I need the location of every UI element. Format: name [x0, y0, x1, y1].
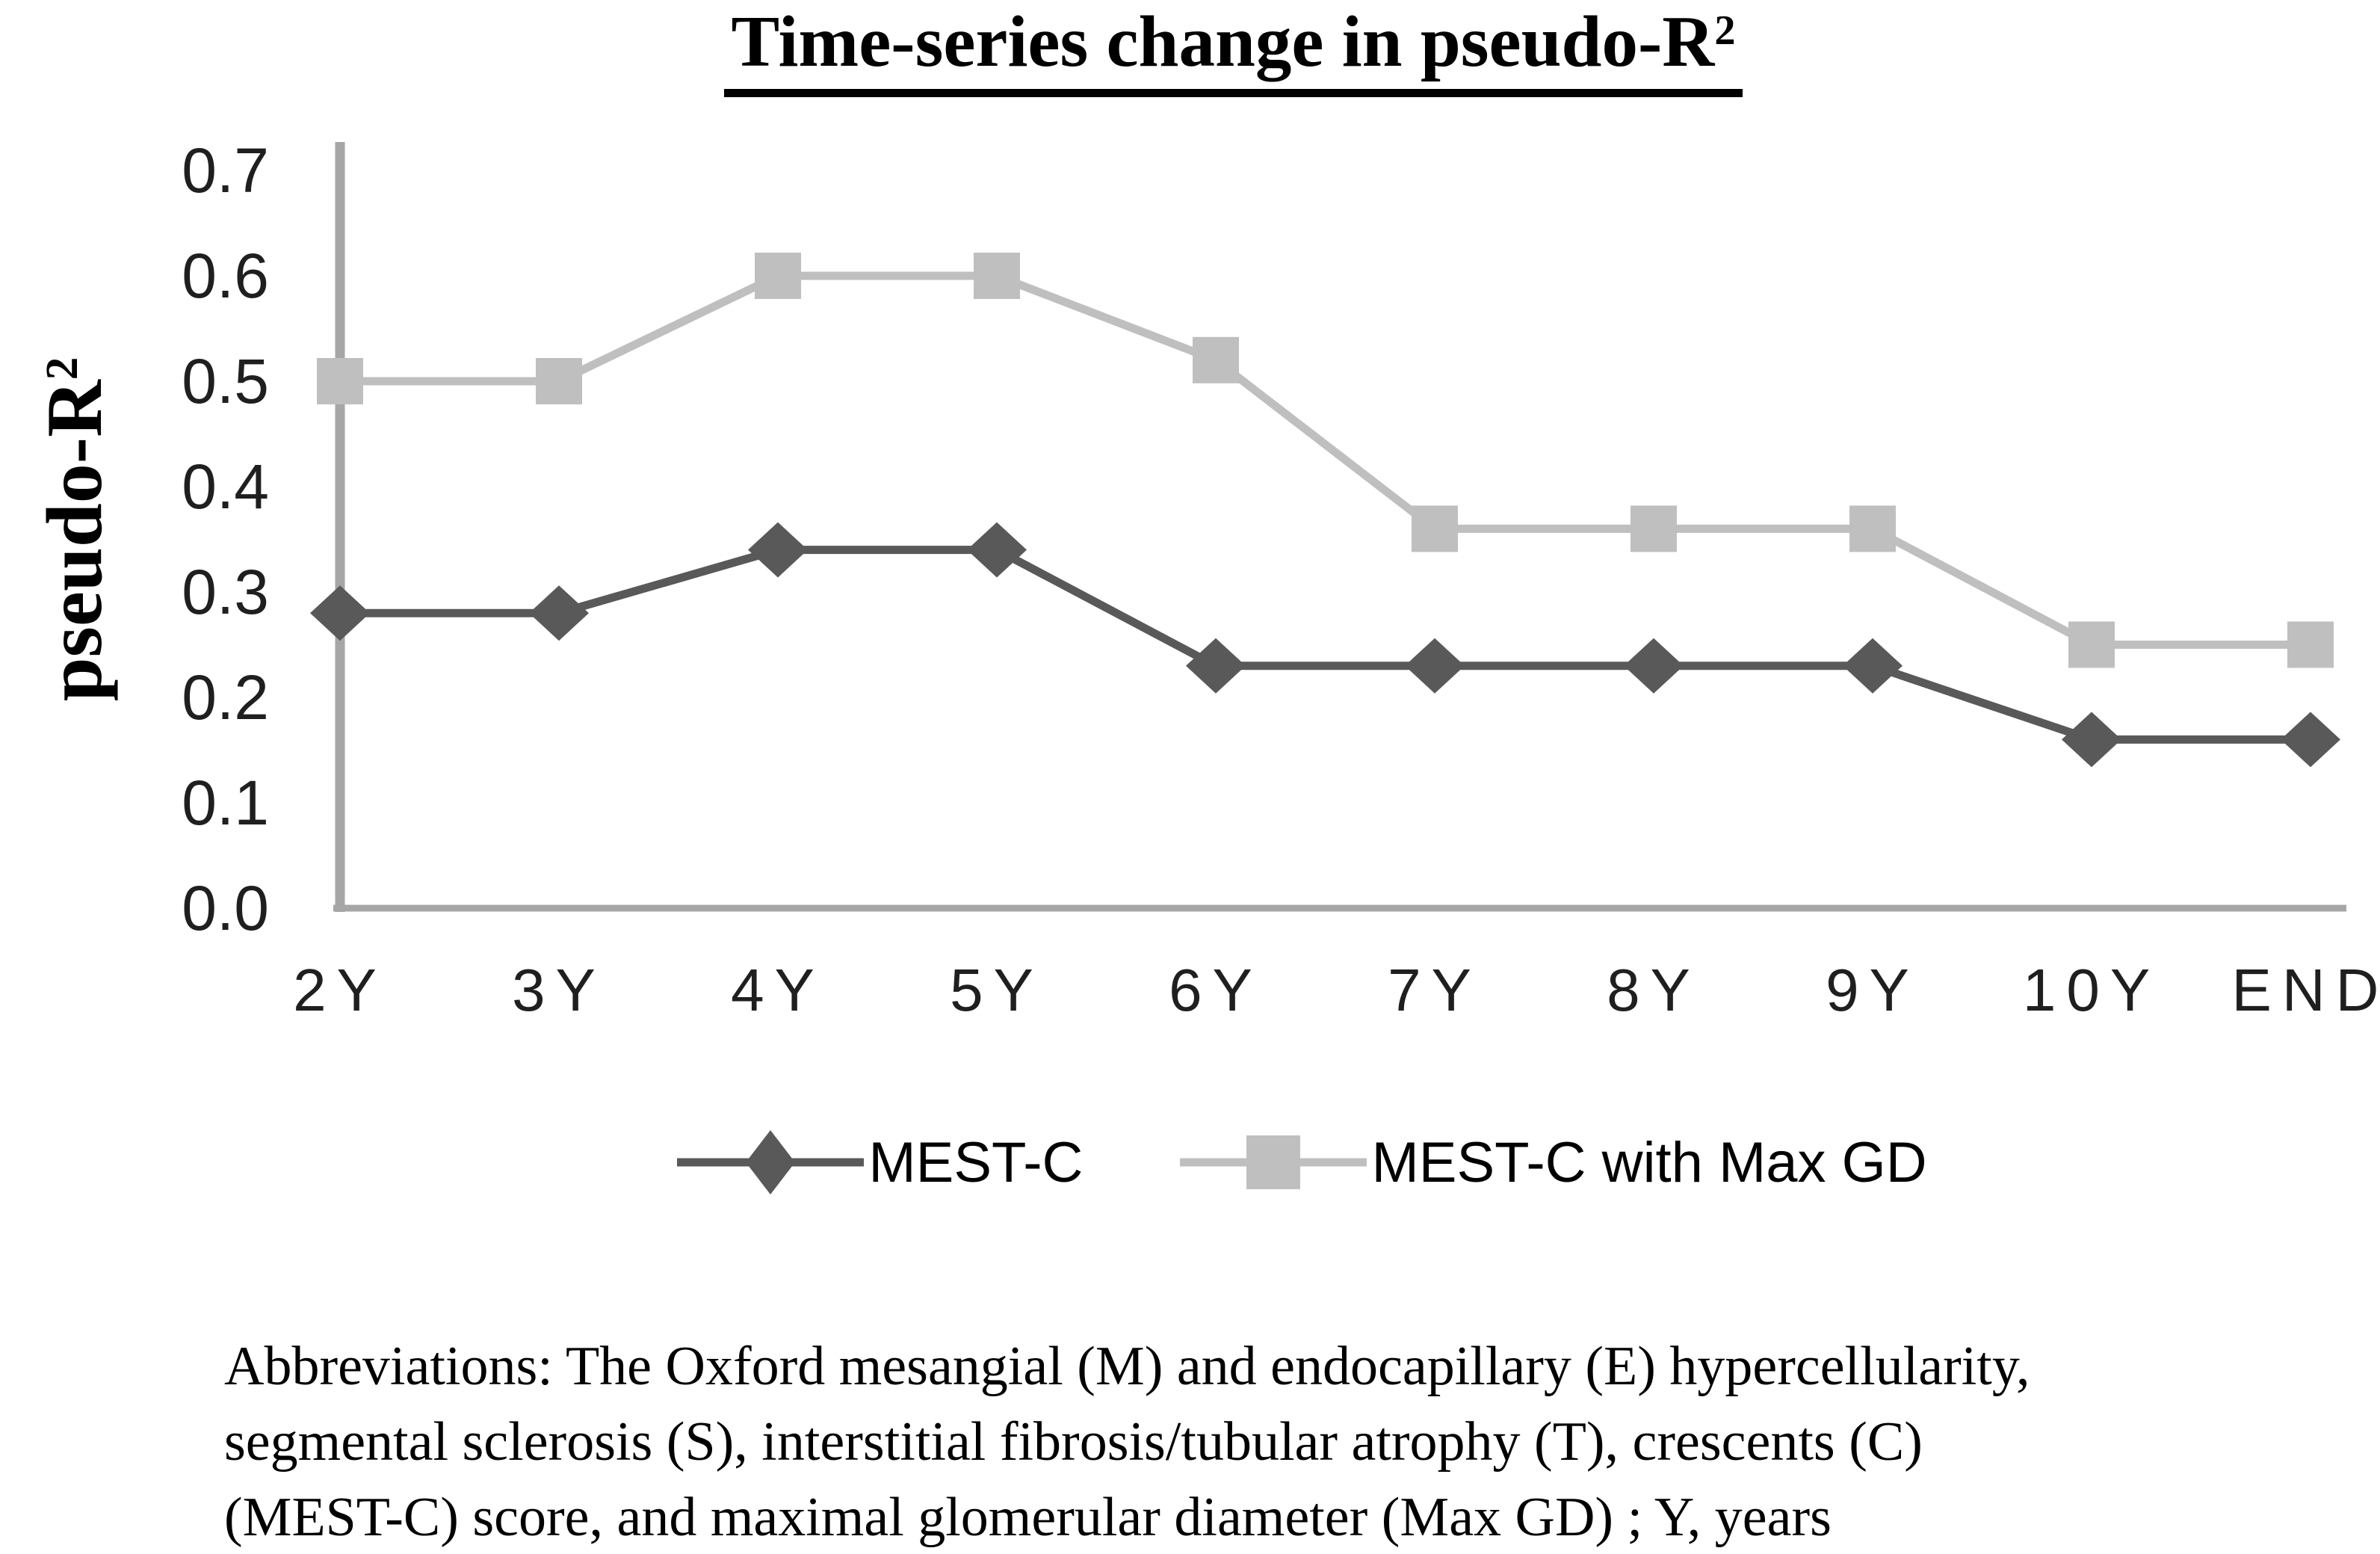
footnote-line: segmental sclerosis (S), interstitial fi… — [224, 1411, 1923, 1473]
marker-diamond-mest-c-2y — [310, 585, 370, 641]
series-line-mest-c-with-max-gd — [340, 271, 2311, 649]
x-tick-label: 7Y — [1388, 957, 1482, 1023]
x-tick-label: 5Y — [950, 957, 1044, 1023]
marker-square-mest-c-with-max-gd-9y — [1849, 505, 1896, 552]
legend-item-mest-c-with-max-gd: MEST-C with Max GD — [1180, 1121, 1927, 1203]
legend-diamond-glyph — [746, 1130, 796, 1194]
marker-square-mest-c-with-max-gd-end — [2287, 621, 2334, 668]
marker-diamond-mest-c-6y — [1186, 638, 1246, 694]
x-tick-label: 10Y — [2023, 957, 2160, 1023]
legend-square-glyph — [1246, 1135, 1301, 1189]
x-tick-label: 9Y — [1826, 957, 1920, 1023]
diamond-marker-icon — [677, 1130, 865, 1194]
footnote-line: (MEST-C) score, and maximal glomerular d… — [224, 1487, 1832, 1548]
y-tick-label: 0.0 — [182, 873, 269, 943]
y-tick-label: 0.6 — [182, 241, 269, 311]
marker-square-mest-c-with-max-gd-6y — [1193, 336, 1239, 383]
chart-title: Time-series change in pseudo-R2 — [0, 1, 2380, 97]
marker-diamond-mest-c-end — [2281, 712, 2340, 768]
marker-square-mest-c-with-max-gd-4y — [755, 253, 801, 299]
marker-square-mest-c-with-max-gd-2y — [317, 358, 363, 404]
y-tick-label: 0.5 — [182, 346, 269, 416]
chart-title-text: Time-series change in pseudo-R — [731, 1, 1715, 81]
footnote: Abbreviations: The Oxford mesangial (M) … — [224, 1329, 2030, 1554]
x-tick-label: 6Y — [1169, 957, 1263, 1023]
legend-item-mest-c: MEST-C — [677, 1121, 1083, 1203]
marker-square-mest-c-with-max-gd-10y — [2068, 621, 2115, 668]
legend-label-mest-c-with-max-gd: MEST-C with Max GD — [1371, 1130, 1927, 1194]
x-tick-label: 2Y — [293, 957, 387, 1023]
marker-diamond-mest-c-10y — [2062, 712, 2121, 768]
marker-diamond-mest-c-3y — [529, 585, 589, 641]
y-tick-label: 0.3 — [182, 557, 269, 627]
square-marker-icon — [1180, 1135, 1367, 1189]
x-tick-label: 8Y — [1607, 957, 1701, 1023]
marker-diamond-mest-c-9y — [1843, 638, 1903, 694]
y-tick-label: 0.2 — [182, 662, 269, 733]
marker-square-mest-c-with-max-gd-8y — [1631, 505, 1677, 552]
marker-square-mest-c-with-max-gd-3y — [536, 358, 582, 404]
x-tick-label: 3Y — [512, 957, 606, 1023]
series-line-mest-c — [340, 546, 2311, 744]
marker-square-mest-c-with-max-gd-7y — [1412, 505, 1458, 552]
footnote-line: Abbreviations: The Oxford mesangial (M) … — [224, 1336, 2030, 1397]
marker-diamond-mest-c-7y — [1405, 638, 1465, 694]
chart-title-underline: Time-series change in pseudo-R2 — [723, 1, 1743, 97]
legend-label-mest-c: MEST-C — [868, 1130, 1084, 1194]
marker-diamond-mest-c-8y — [1624, 638, 1684, 694]
marker-diamond-mest-c-4y — [748, 522, 808, 578]
legend: MEST-C MEST-C with Max GD — [112, 1121, 2380, 1203]
y-tick-label: 0.4 — [182, 451, 269, 522]
y-tick-label: 0.1 — [182, 768, 269, 838]
chart-title-superscript: 2 — [1714, 7, 1736, 54]
marker-square-mest-c-with-max-gd-5y — [974, 253, 1020, 299]
x-tick-label: END — [2232, 957, 2380, 1023]
y-tick-label: 0.7 — [182, 135, 269, 206]
x-tick-label: 4Y — [731, 957, 825, 1023]
marker-diamond-mest-c-5y — [967, 522, 1027, 578]
